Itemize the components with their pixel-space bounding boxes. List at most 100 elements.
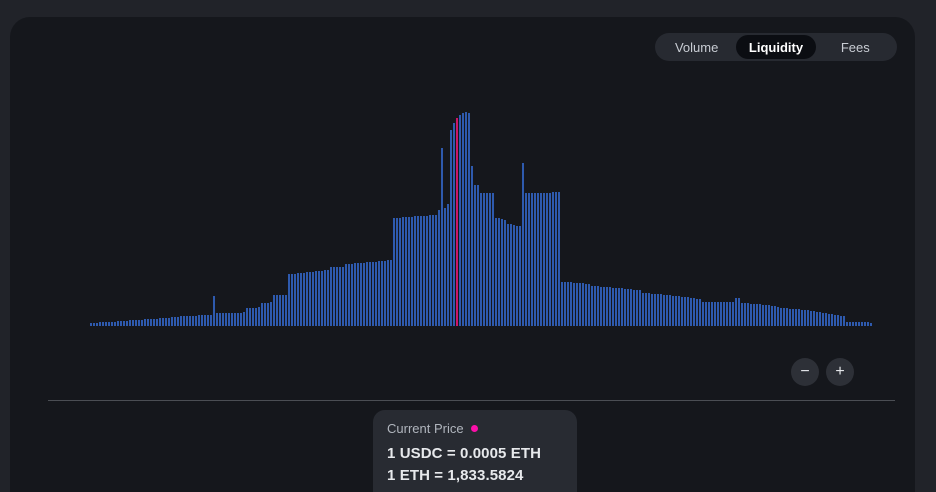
liquidity-bar[interactable] [852,322,854,326]
liquidity-bar[interactable] [303,273,305,326]
liquidity-bar[interactable] [861,322,863,326]
liquidity-bar[interactable] [513,225,515,326]
liquidity-bar[interactable] [711,302,713,326]
liquidity-bar[interactable] [219,313,221,326]
liquidity-bar[interactable] [474,185,476,326]
liquidity-bar[interactable] [378,261,380,326]
liquidity-bar[interactable] [678,296,680,326]
liquidity-bar[interactable] [840,316,842,326]
liquidity-bar[interactable] [117,321,119,326]
liquidity-bar[interactable] [492,193,494,326]
liquidity-bar[interactable] [111,322,113,326]
liquidity-bar[interactable] [339,267,341,326]
liquidity-bar[interactable] [147,319,149,326]
liquidity-bar[interactable] [453,123,455,326]
liquidity-bar[interactable] [486,193,488,326]
liquidity-bar[interactable] [105,322,107,326]
liquidity-bar[interactable] [237,313,239,326]
liquidity-bar[interactable] [717,302,719,326]
liquidity-bar[interactable] [270,302,272,326]
liquidity-bar[interactable] [267,303,269,326]
liquidity-bar[interactable] [786,308,788,326]
liquidity-bar[interactable] [483,193,485,326]
liquidity-bar[interactable] [723,302,725,326]
liquidity-bar[interactable] [438,210,440,326]
tab-liquidity[interactable]: Liquidity [736,35,816,59]
liquidity-bar[interactable] [705,302,707,326]
liquidity-bar[interactable] [528,193,530,326]
liquidity-bar[interactable] [702,302,704,326]
liquidity-bar[interactable] [369,262,371,326]
liquidity-bar[interactable] [471,166,473,326]
liquidity-bar[interactable] [381,261,383,326]
liquidity-bar[interactable] [582,283,584,326]
liquidity-bar[interactable] [225,313,227,326]
liquidity-bar[interactable] [156,319,158,326]
liquidity-bar[interactable] [555,192,557,326]
liquidity-bar[interactable] [543,193,545,326]
liquidity-bar[interactable] [642,293,644,326]
liquidity-bar[interactable] [132,320,134,326]
liquidity-bar[interactable] [495,218,497,326]
liquidity-bar[interactable] [615,288,617,326]
liquidity-bar[interactable] [813,311,815,326]
liquidity-bar[interactable] [561,282,563,326]
liquidity-bar[interactable] [288,274,290,326]
liquidity-bar[interactable] [312,272,314,326]
liquidity-bar[interactable] [804,310,806,326]
liquidity-bar[interactable] [855,322,857,326]
zoom-in-button[interactable]: + [826,358,854,386]
liquidity-bar[interactable] [249,308,251,326]
liquidity-bar[interactable] [246,308,248,326]
liquidity-bar[interactable] [834,315,836,326]
liquidity-bar[interactable] [222,313,224,326]
liquidity-bar[interactable] [459,115,461,326]
liquidity-bar[interactable] [534,193,536,326]
liquidity-bar[interactable] [420,216,422,326]
liquidity-bar[interactable] [768,305,770,326]
liquidity-bar[interactable] [600,287,602,326]
liquidity-bar[interactable] [783,308,785,326]
liquidity-bar[interactable] [315,271,317,326]
liquidity-bar[interactable] [798,309,800,326]
liquidity-bar[interactable] [801,310,803,326]
liquidity-bar[interactable] [348,264,350,326]
liquidity-bar[interactable] [291,274,293,326]
liquidity-bar[interactable] [858,322,860,326]
liquidity-bar[interactable] [660,294,662,326]
liquidity-bar[interactable] [867,322,869,326]
liquidity-bar[interactable] [306,272,308,326]
liquidity-bar[interactable] [558,192,560,326]
liquidity-bar[interactable] [669,295,671,326]
liquidity-bar[interactable] [390,260,392,326]
liquidity-bar[interactable] [399,218,401,326]
liquidity-bar[interactable] [501,219,503,326]
liquidity-bar[interactable] [90,323,92,326]
liquidity-bar[interactable] [747,303,749,326]
liquidity-bar[interactable] [630,289,632,326]
liquidity-bar[interactable] [375,262,377,326]
liquidity-bar[interactable] [609,287,611,326]
liquidity-bar[interactable] [870,323,872,326]
liquidity-bar[interactable] [192,316,194,326]
liquidity-bar[interactable] [126,321,128,326]
liquidity-bar[interactable] [696,299,698,326]
liquidity-bar[interactable] [681,297,683,326]
liquidity-bar[interactable] [672,296,674,326]
liquidity-bar[interactable] [276,295,278,326]
liquidity-bar[interactable] [822,313,824,326]
liquidity-bar[interactable] [507,224,509,326]
liquidity-bar[interactable] [360,263,362,326]
liquidity-bar[interactable] [573,283,575,326]
liquidity-bar[interactable] [744,303,746,326]
liquidity-bar[interactable] [138,320,140,326]
liquidity-bar[interactable] [675,296,677,326]
liquidity-bar[interactable] [282,295,284,326]
liquidity-bar[interactable] [372,262,374,326]
current-price-bar[interactable] [456,118,458,326]
liquidity-bar[interactable] [207,315,209,326]
liquidity-bar[interactable] [363,263,365,326]
liquidity-bar[interactable] [450,130,452,326]
liquidity-bar[interactable] [684,297,686,326]
liquidity-bar[interactable] [498,218,500,326]
